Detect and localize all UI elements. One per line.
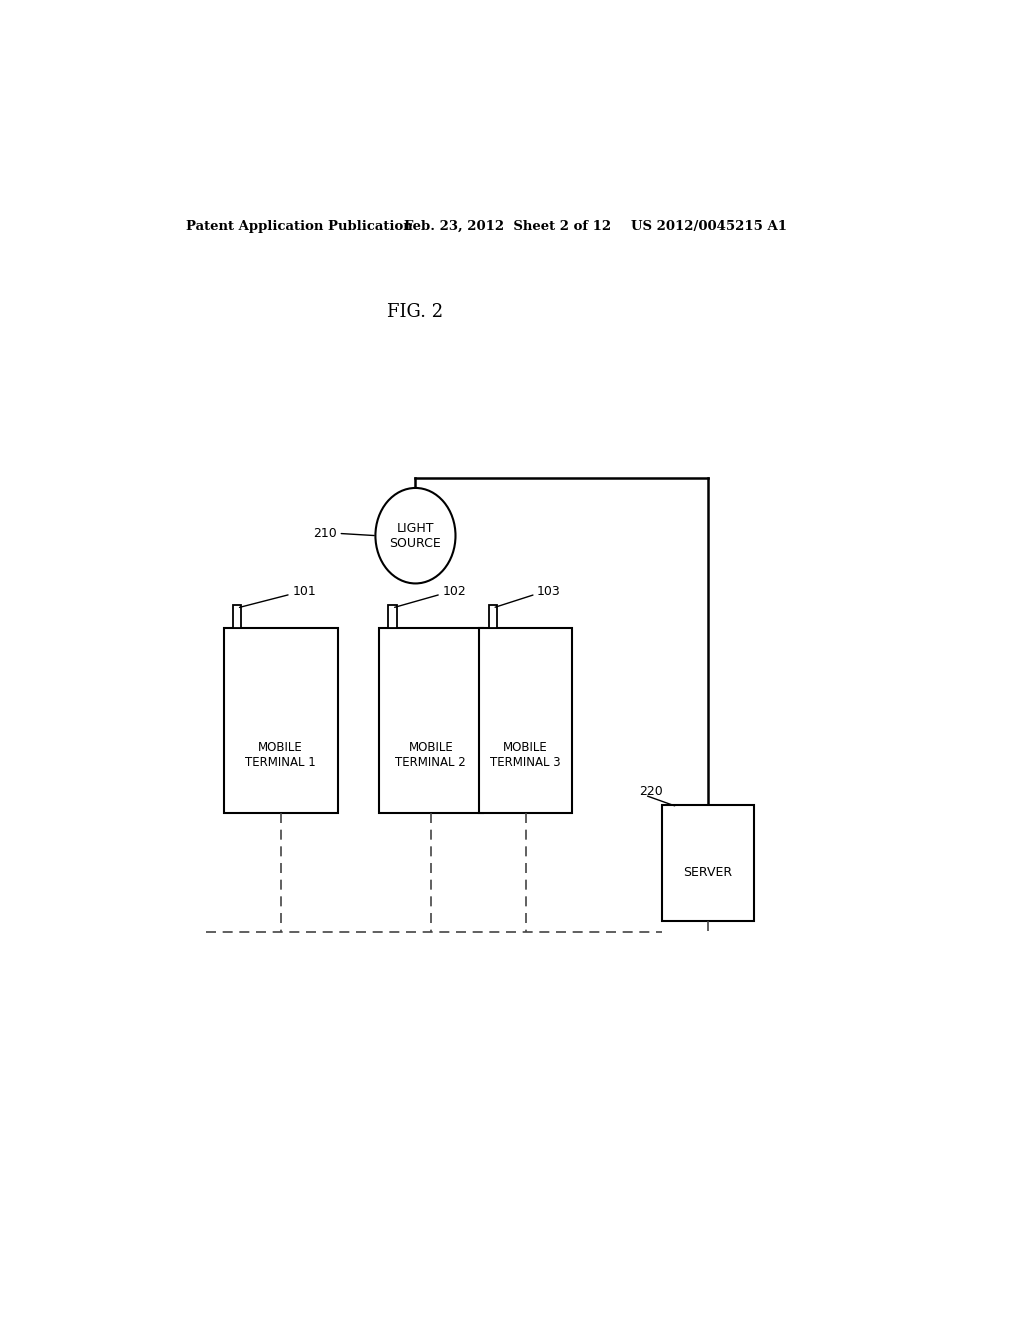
Text: 102: 102 bbox=[442, 585, 466, 598]
FancyBboxPatch shape bbox=[488, 605, 497, 628]
FancyBboxPatch shape bbox=[233, 605, 242, 628]
Text: 220: 220 bbox=[639, 785, 663, 797]
Text: LIGHT
SOURCE: LIGHT SOURCE bbox=[389, 521, 441, 549]
Text: Patent Application Publication: Patent Application Publication bbox=[186, 219, 413, 232]
Text: US 2012/0045215 A1: US 2012/0045215 A1 bbox=[631, 219, 787, 232]
Text: MOBILE
TERMINAL 2: MOBILE TERMINAL 2 bbox=[395, 741, 466, 770]
Ellipse shape bbox=[376, 488, 456, 583]
Text: 210: 210 bbox=[313, 527, 337, 540]
FancyBboxPatch shape bbox=[223, 628, 338, 813]
FancyBboxPatch shape bbox=[388, 605, 396, 628]
FancyBboxPatch shape bbox=[662, 805, 755, 921]
Text: Feb. 23, 2012  Sheet 2 of 12: Feb. 23, 2012 Sheet 2 of 12 bbox=[403, 219, 611, 232]
Text: MOBILE
TERMINAL 1: MOBILE TERMINAL 1 bbox=[246, 741, 316, 770]
FancyBboxPatch shape bbox=[379, 628, 483, 813]
Text: 103: 103 bbox=[538, 585, 561, 598]
Text: FIG. 2: FIG. 2 bbox=[387, 304, 443, 321]
Text: SERVER: SERVER bbox=[683, 866, 732, 879]
Text: MOBILE
TERMINAL 3: MOBILE TERMINAL 3 bbox=[490, 741, 561, 770]
Text: 101: 101 bbox=[292, 585, 316, 598]
FancyBboxPatch shape bbox=[479, 628, 571, 813]
